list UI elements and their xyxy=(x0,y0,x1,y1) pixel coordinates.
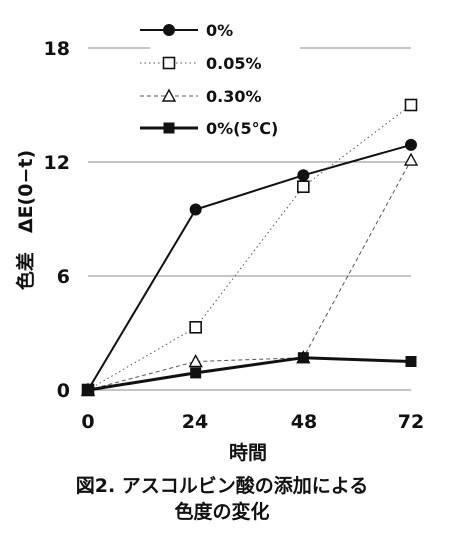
legend-label: 0%(5℃) xyxy=(206,119,278,138)
x-tick-label: 0 xyxy=(81,411,94,433)
legend-label: 0% xyxy=(206,21,233,40)
marker-open-square xyxy=(189,320,202,334)
y-tick-label: 12 xyxy=(44,152,70,174)
marker-filled-square xyxy=(190,367,202,379)
series-lines xyxy=(87,104,412,392)
y-axis-title: 色差 ΔE(0−t) xyxy=(14,150,37,290)
marker-filled-circle xyxy=(405,138,417,151)
marker-filled-square xyxy=(405,356,417,367)
x-tick-labels: 0 24 48 72 xyxy=(81,411,424,433)
x-tick-label: 24 xyxy=(182,411,208,433)
legend-label: 0.30% xyxy=(206,87,262,106)
legend: 0% 0.05% 0.30% 0%(5℃) xyxy=(140,18,300,141)
legend-background xyxy=(150,18,300,141)
y-tick-label: 0 xyxy=(57,380,70,402)
series-line xyxy=(87,104,412,391)
marker-open-square xyxy=(297,180,310,193)
marker-open-square xyxy=(404,98,418,112)
figure-caption-line1: 図2. アスコルビン酸の添加による xyxy=(76,474,368,497)
series-line xyxy=(87,356,412,392)
x-axis-title: 時間 xyxy=(229,442,267,464)
y-tick-label: 6 xyxy=(57,266,70,288)
series-line xyxy=(87,159,412,391)
marker-filled-circle xyxy=(163,24,175,36)
marker-open-square xyxy=(162,56,176,70)
legend-label: 0.05% xyxy=(206,54,262,73)
marker-filled-square xyxy=(163,122,175,134)
x-tick-label: 72 xyxy=(398,411,424,433)
marker-open-triangle xyxy=(403,152,419,166)
series-markers xyxy=(80,98,419,397)
marker-filled-square xyxy=(297,352,309,364)
marker-open-triangle xyxy=(188,354,203,368)
marker-open-triangle xyxy=(161,88,177,102)
marker-filled-square xyxy=(82,384,94,396)
y-tick-labels: 0 6 12 18 xyxy=(44,38,70,402)
marker-filled-circle xyxy=(297,169,310,182)
figure-caption-line2: 色度の変化 xyxy=(174,500,269,523)
x-tick-label: 48 xyxy=(291,411,317,433)
series-line xyxy=(87,143,412,391)
marker-filled-circle xyxy=(189,203,202,216)
y-tick-label: 18 xyxy=(44,38,70,60)
